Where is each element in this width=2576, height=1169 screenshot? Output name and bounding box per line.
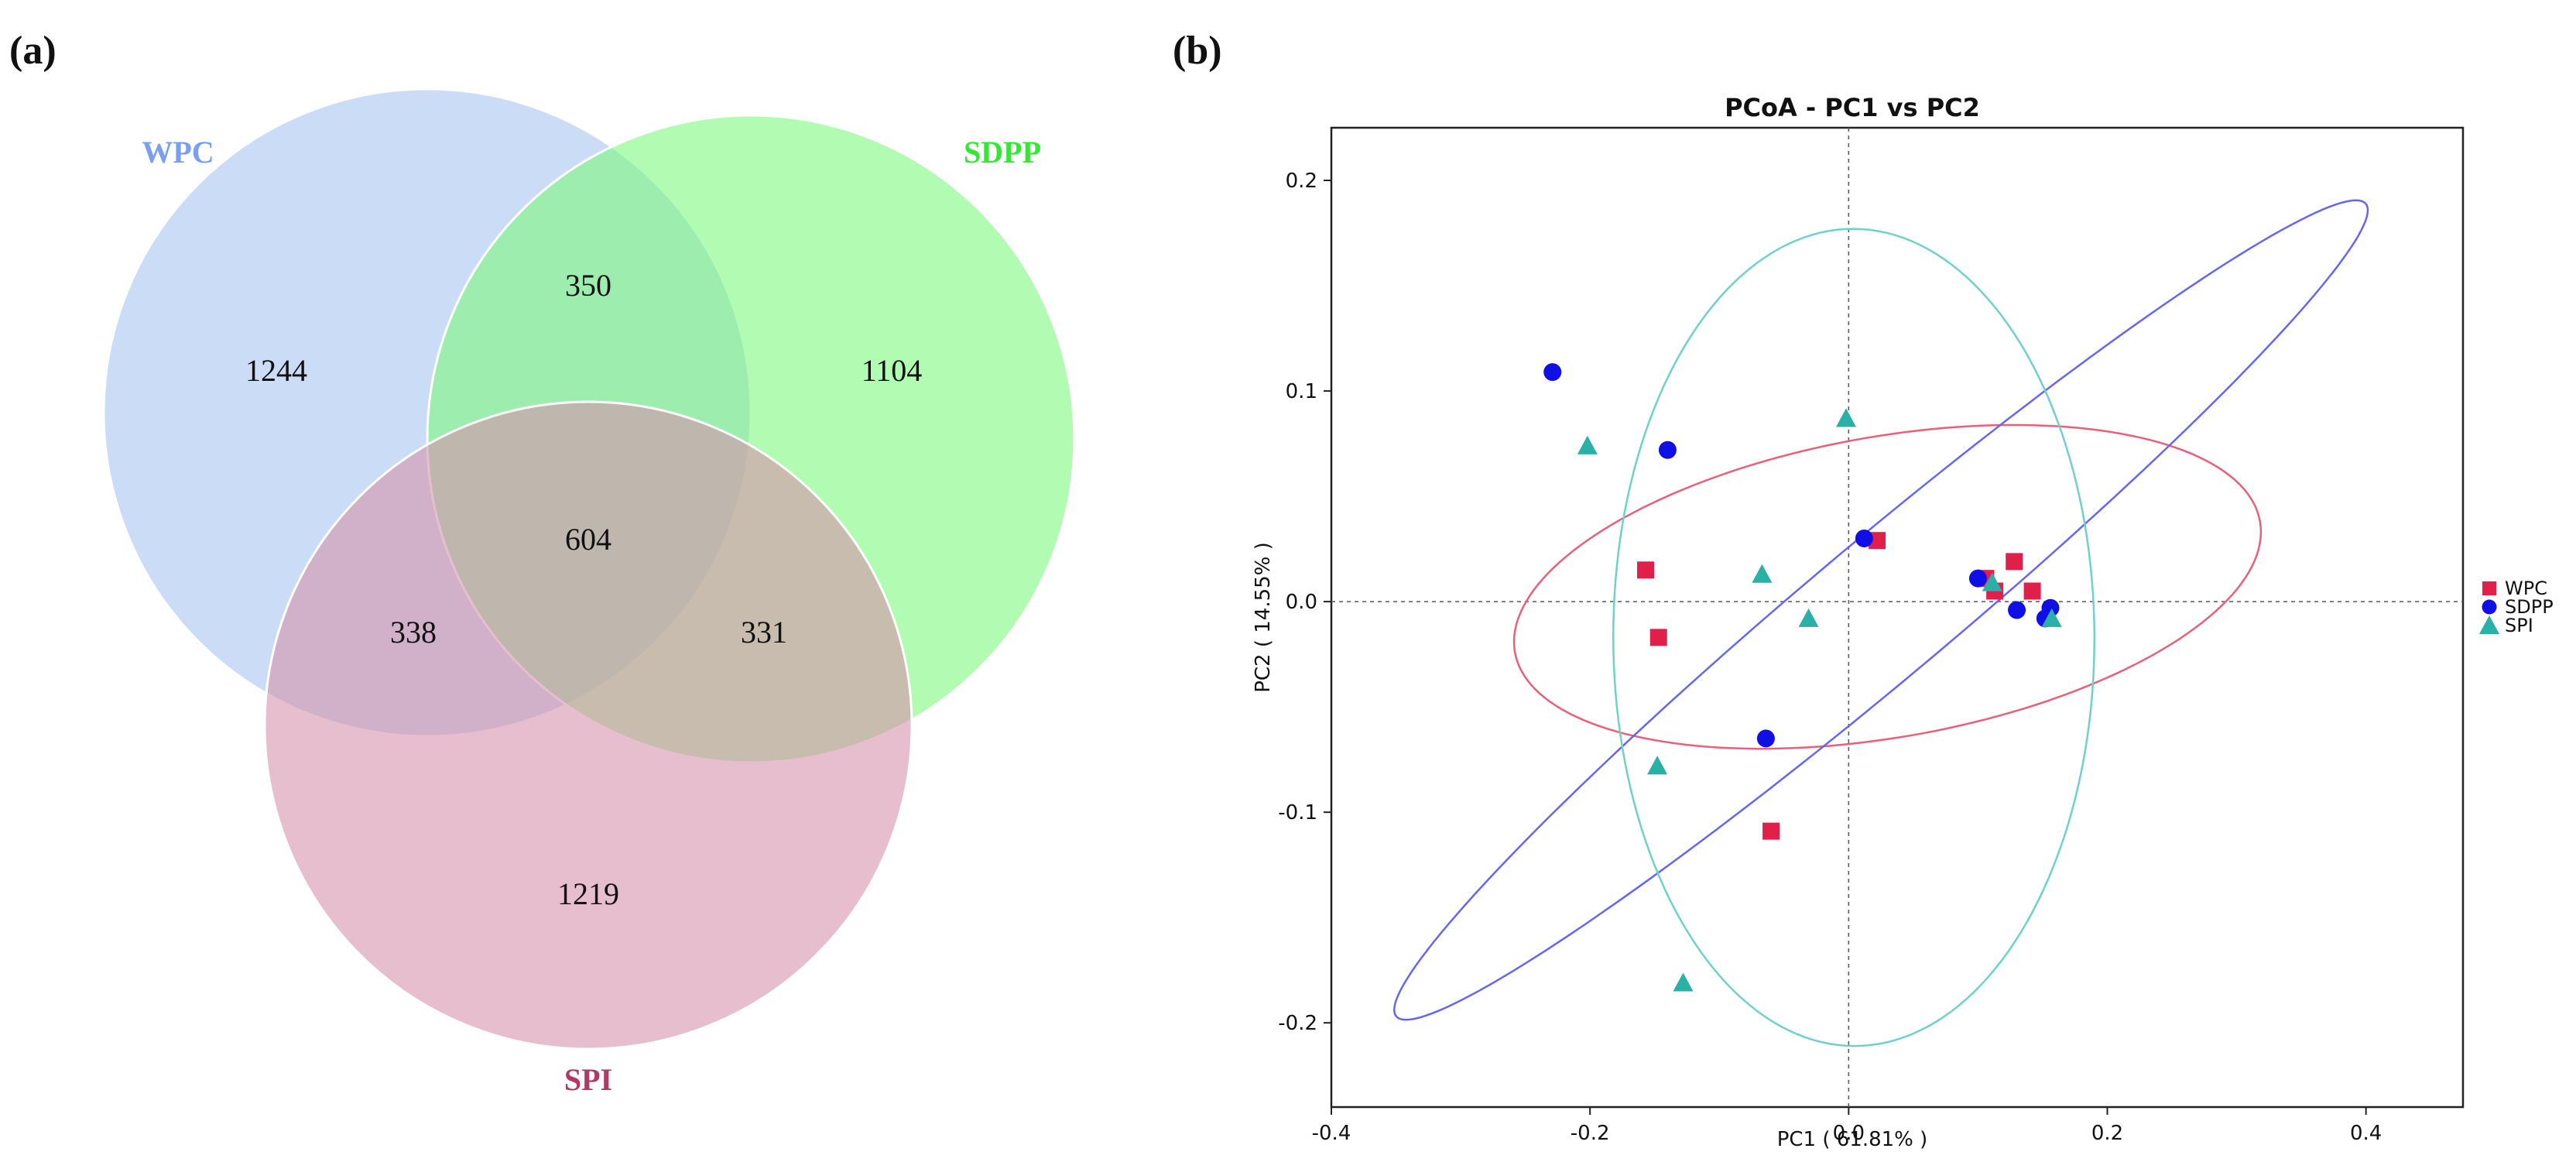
zero-reference-lines [1331,128,2463,1107]
panel-b-label: (b) [1173,29,1222,73]
panel-a-label: (a) [9,29,57,73]
point-spi [1798,608,1819,627]
x-tick-label: 0.4 [2350,1122,2382,1145]
point-sdpp [1756,729,1775,748]
point-wpc [2023,582,2041,600]
point-spi [1836,408,1857,427]
confidence-ellipses [1392,199,2369,1047]
point-spi [1673,972,1694,992]
ellipse-spi [1612,228,2096,1047]
pcoa-title: PCoA - PC1 vs PC2 [1725,93,1980,122]
plot-frame [1330,126,2465,1109]
venn-count-wpc-spi: 338 [390,615,437,650]
x-tick-label: -0.2 [1571,1122,1610,1145]
legend-label-spi: SPI [2505,615,2533,636]
point-sdpp [1658,441,1677,459]
venn-counts: 1244 1104 1219 350 338 331 604 [245,268,922,911]
y-tick-label: -0.1 [1278,801,1317,824]
point-wpc [1649,629,1667,646]
point-spi [2041,608,2062,627]
point-sdpp [1968,569,1987,588]
point-spi [1647,756,1668,775]
y-axis-label: PC2 ( 14.55% ) [1252,542,1275,693]
point-sdpp [1543,363,1562,382]
venn-count-wpc-only: 1244 [245,353,307,388]
venn-count-wpc-sdpp: 350 [565,268,611,303]
y-tick-label: 0.0 [1286,591,1317,614]
point-spi [1752,564,1773,583]
venn-diagram [102,87,1076,1051]
ellipse-wpc [1512,423,2263,750]
legend-marker-sdpp [2482,599,2497,615]
ellipse-sdpp [1392,199,2369,1021]
legend-marker-spi [2479,615,2499,635]
legend-marker-wpc [2482,581,2496,595]
point-wpc [1869,532,1886,550]
venn-set-label-spi: SPI [564,1062,612,1097]
x-axis-label: PC1 ( 61.81% ) [1777,1128,1928,1151]
legend-item-wpc: WPC [2482,578,2547,599]
venn-count-sdpp-only: 1104 [862,353,923,388]
x-tick-label: -0.4 [1312,1122,1351,1145]
point-sdpp [1855,529,1873,547]
point-sdpp [2041,598,2060,617]
venn-set-label-sdpp: SDPP [964,135,1041,170]
panel-b: (b) PCoA - PC1 vs PC2 -0.4 -0.2 0.0 0.2 0.4 … [1173,29,2554,1151]
venn-count-spi-only: 1219 [557,876,619,911]
point-sdpp [2008,601,2026,619]
legend-label-sdpp: SDPP [2505,596,2554,618]
x-tick-label: 0.0 [1833,1122,1865,1145]
panel-a: (a) WPC SDPP SPI 1244 1104 1219 350 338 … [9,29,1076,1097]
y-axis-ticks: -0.2 -0.1 0.0 0.1 0.2 [1278,170,1331,1035]
x-tick-label: 0.2 [2091,1122,2123,1145]
y-tick-label: 0.2 [1286,170,1317,193]
data-points [1543,363,2062,992]
legend-item-spi: SPI [2479,615,2533,636]
point-spi [1982,572,2002,591]
venn-set-label-wpc: WPC [142,135,214,170]
x-axis-ticks: -0.4 -0.2 0.0 0.2 0.4 [1312,1107,2382,1145]
point-wpc [2006,553,2023,571]
venn-circle-spi [263,400,913,1051]
point-wpc [1637,561,1655,579]
legend-label-wpc: WPC [2505,578,2547,599]
point-wpc [1762,822,1780,840]
y-tick-label: -0.2 [1278,1012,1317,1035]
legend-item-sdpp: SDPP [2482,596,2554,618]
venn-count-all: 604 [565,522,611,557]
y-tick-label: 0.1 [1286,380,1317,403]
point-spi [1577,435,1598,454]
venn-count-sdpp-spi: 331 [741,615,787,650]
pcoa-plot-area: -0.4 -0.2 0.0 0.2 0.4 -0.2 -0.1 0.0 0.1 0.2 [1278,126,2465,1145]
